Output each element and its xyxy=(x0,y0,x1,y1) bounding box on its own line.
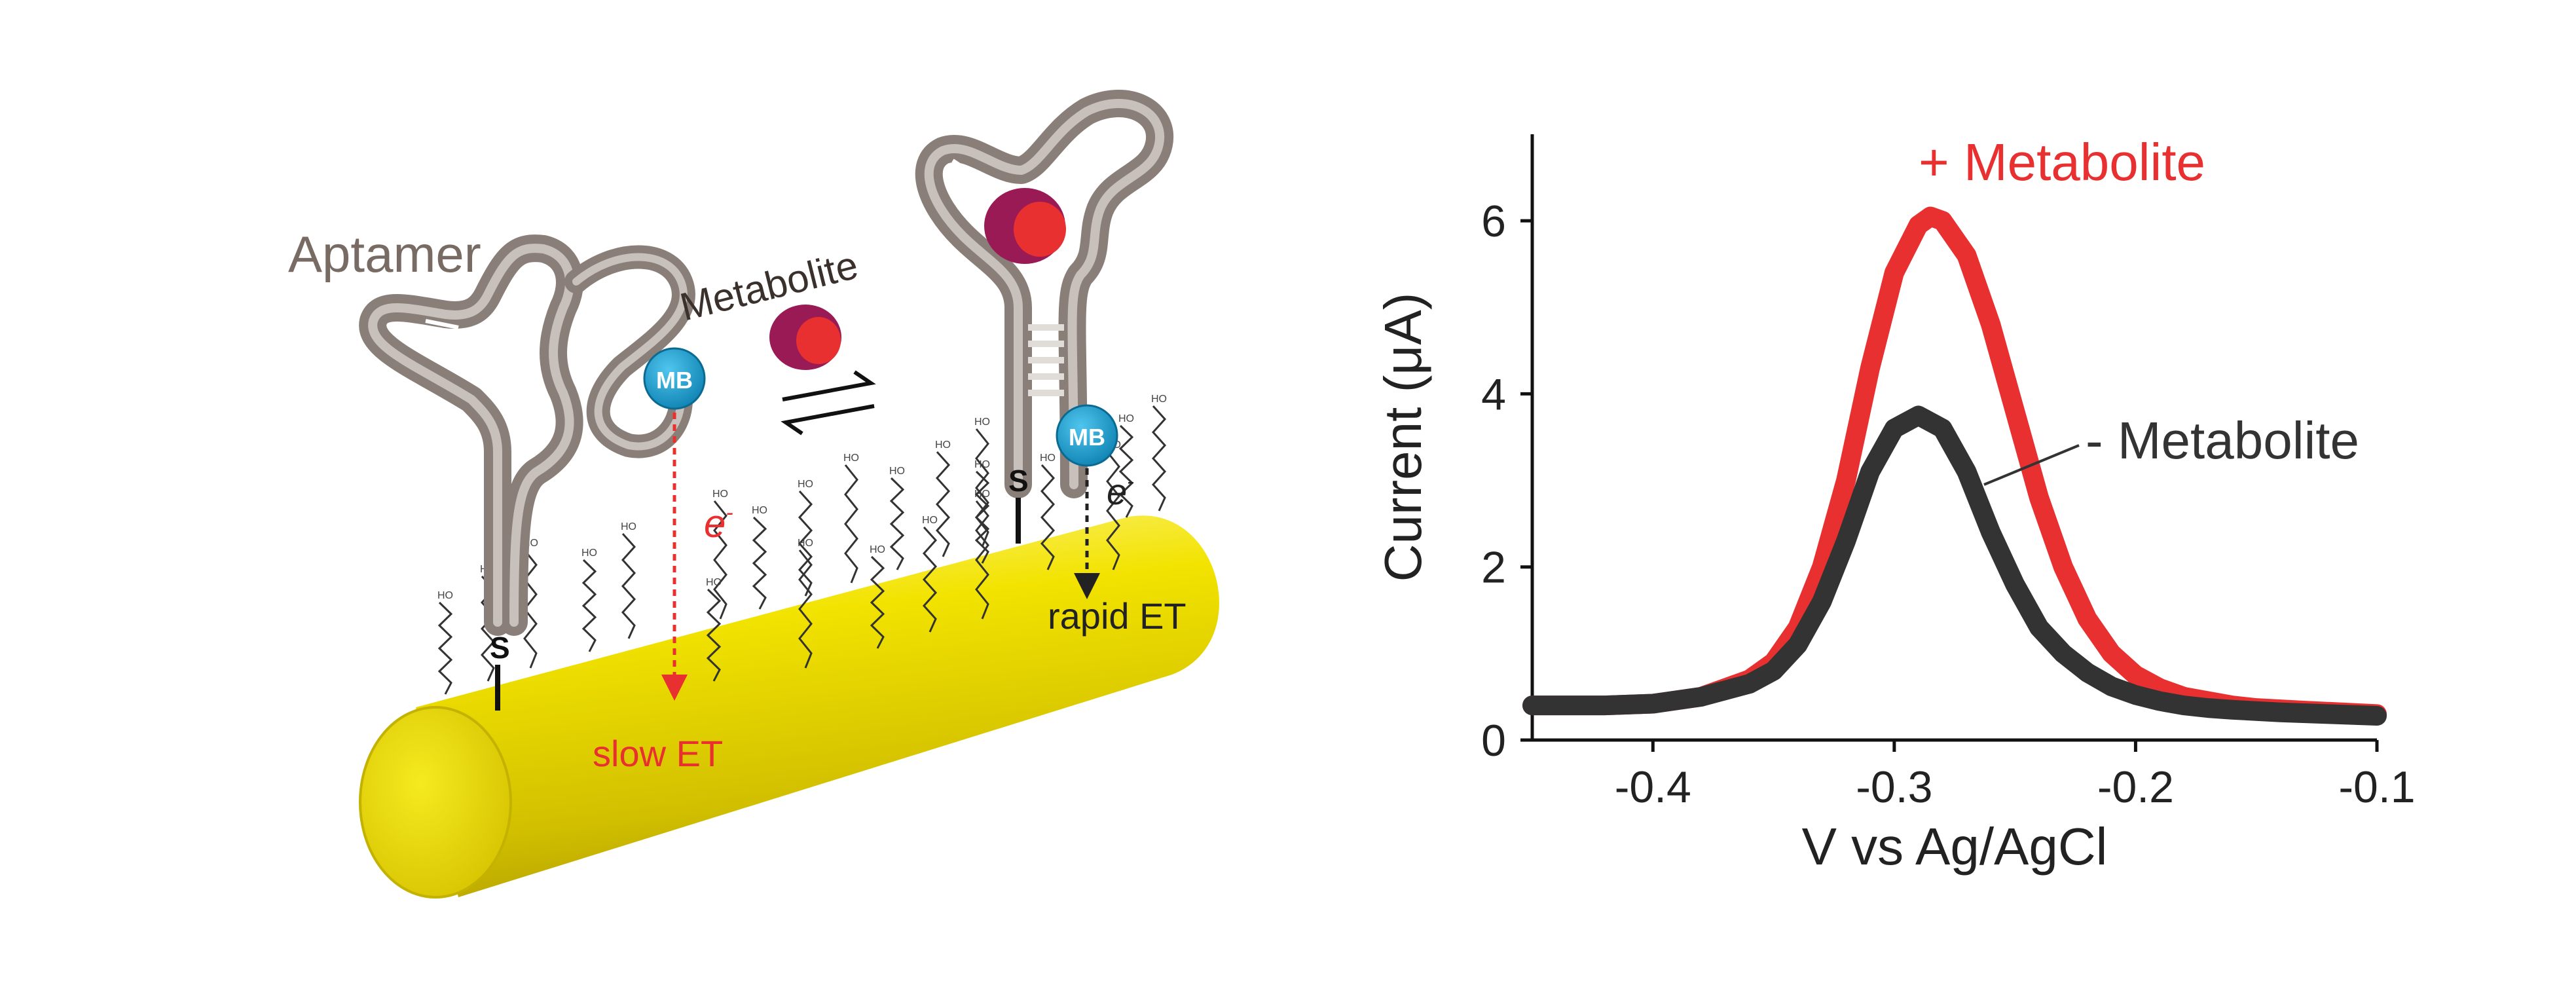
monolayer-chain xyxy=(581,559,597,652)
ho-label: HO xyxy=(752,505,767,516)
monolayer-chain xyxy=(752,516,767,610)
y-tick-label: 0 xyxy=(1481,716,1506,766)
monolayer-chain xyxy=(706,588,722,682)
x-tick-label: -0.2 xyxy=(2097,762,2174,812)
monolayer-chain xyxy=(922,526,938,633)
ho-label: HO xyxy=(889,466,905,477)
bound-metabolite-inner xyxy=(1014,202,1066,257)
monolayer-chain xyxy=(798,549,813,669)
aptamer-stem-pairs xyxy=(1028,324,1064,396)
monolayer-chain xyxy=(975,500,989,620)
electrode-body xyxy=(416,515,1219,897)
ho-label: HO xyxy=(581,547,597,559)
aptamer-tail-left-inner xyxy=(572,253,688,451)
monolayer-chain xyxy=(1040,464,1056,570)
metabolite-inner xyxy=(796,317,841,364)
ho-label: HO xyxy=(1151,394,1167,405)
monolayer-chain xyxy=(798,490,813,597)
ho-label: HO xyxy=(798,538,813,549)
x-axis-label: V vs Ag/AgCl xyxy=(1802,817,2108,876)
annotation-plus-metabolite: + Metabolite xyxy=(1919,133,2205,191)
ho-label: HO xyxy=(922,515,938,526)
ho-label: HO xyxy=(712,489,728,500)
x-tick-label: -0.4 xyxy=(1615,762,1691,812)
rapid-et-label: rapid ET xyxy=(1048,595,1187,637)
ho-label: HO xyxy=(437,590,453,601)
y-tick-label: 6 xyxy=(1481,196,1506,246)
monolayer-chain xyxy=(935,451,951,557)
electrode-end-cap xyxy=(359,706,512,899)
chart-labels: V vs Ag/AgCl Current (μA) + Metabolite - Me… xyxy=(1374,133,2359,876)
y-tick-label: 2 xyxy=(1481,543,1506,593)
aptamer-strand-left-inner xyxy=(368,244,574,627)
chart-series xyxy=(1522,206,2387,726)
ho-label: HO xyxy=(843,453,859,464)
aptamer-strand-right xyxy=(915,90,1174,498)
monolayer-chain xyxy=(870,555,885,649)
y-axis-label: Current (μA) xyxy=(1374,293,1432,582)
ho-label: HO xyxy=(621,521,636,532)
ho-label: HO xyxy=(1040,453,1056,464)
methylene-blue-tag-near: MB xyxy=(1056,404,1118,467)
monolayer-chain xyxy=(713,500,727,620)
monolayer-chain xyxy=(1106,451,1120,570)
x-tick-label: -0.1 xyxy=(2338,762,2415,812)
series-line xyxy=(1522,405,2387,726)
thiol-label-left: S xyxy=(490,631,510,665)
ho-label: HO xyxy=(798,479,813,490)
monolayer-chain xyxy=(1151,405,1167,511)
chart-axes: 0 2 4 6 -0.4 -0.3 -0.2 -0.1 xyxy=(1481,134,2416,812)
aptamer-unbound: S xyxy=(359,234,695,711)
slow-et-label: slow ET xyxy=(593,733,723,774)
monolayer-chain xyxy=(621,532,636,639)
annotation-leader-line xyxy=(1983,444,2080,486)
aptamer-bound: S xyxy=(915,90,1174,544)
monolayer-chain xyxy=(844,464,858,584)
aptamer-label: Aptamer xyxy=(288,225,481,283)
ho-label: HO xyxy=(706,577,722,588)
ho-label: HO xyxy=(974,459,990,470)
methylene-blue-tag-far: MB xyxy=(643,347,706,410)
electron-label-slow: e- xyxy=(704,500,733,546)
ho-label: HO xyxy=(974,417,990,428)
equilibrium-arrows xyxy=(781,370,876,436)
aptamer-base-pairs-right xyxy=(945,119,1134,192)
gold-electrode xyxy=(359,515,1219,899)
rapid-et-arrow: e- rapid ET xyxy=(1048,468,1187,637)
voltammogram-chart: 0 2 4 6 -0.4 -0.3 -0.2 -0.1 V vs Ag/AgCl Current… xyxy=(1374,133,2416,876)
monolayer-chain xyxy=(1118,424,1134,518)
ho-label: HO xyxy=(1118,413,1134,424)
monolayer-chain xyxy=(437,601,453,695)
metabolite-label: Metabolite xyxy=(676,243,862,329)
slow-et-arrow: e- slow ET xyxy=(593,413,733,774)
x-tick-label: -0.3 xyxy=(1856,762,1932,812)
monolayer-chain xyxy=(975,428,989,547)
mb-label-far: MB xyxy=(656,367,693,394)
monolayer-chain xyxy=(889,477,905,570)
aptamer-strand-right-inner xyxy=(924,99,1165,489)
aptamer-base-pairs-left xyxy=(412,276,548,349)
ho-label: HO xyxy=(870,544,885,555)
monolayer-chain xyxy=(974,470,990,564)
annotation-minus-metabolite: - Metabolite xyxy=(2086,411,2359,470)
thiol-label-right: S xyxy=(1008,464,1029,498)
free-metabolite: Metabolite xyxy=(676,243,876,436)
electron-label-rapid: e- xyxy=(1107,470,1134,512)
mb-label-near: MB xyxy=(1069,424,1105,451)
mb-circle-far xyxy=(643,347,706,410)
y-tick-label: 4 xyxy=(1481,369,1506,419)
mb-circle-near xyxy=(1056,404,1118,467)
ho-label: HO xyxy=(935,439,951,451)
